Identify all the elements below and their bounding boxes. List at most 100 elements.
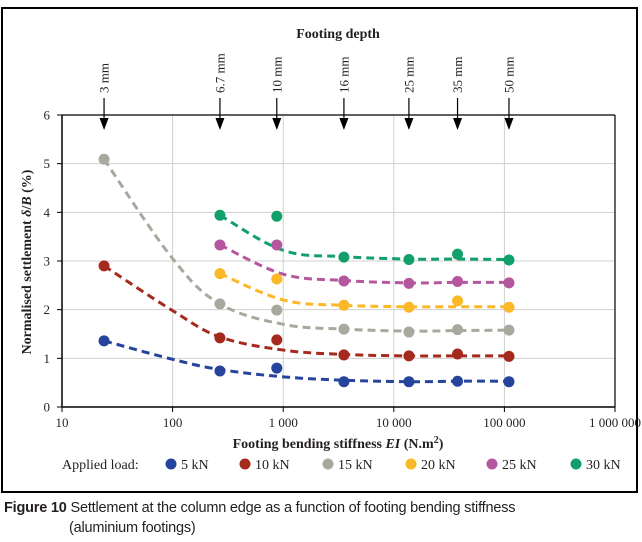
trend-line-15kn (102, 158, 509, 333)
data-point-15kn (271, 304, 283, 316)
caption-line-1: Settlement at the column edge as a funct… (66, 500, 516, 516)
data-point-10kn (503, 350, 515, 362)
data-point-30kn (214, 209, 226, 221)
legend-swatch-icon (322, 458, 334, 470)
data-point-30kn (338, 251, 350, 263)
data-point-25kn (452, 275, 464, 287)
data-points (98, 153, 515, 388)
data-point-10kn (98, 260, 110, 272)
legend-item: 10 kN (239, 458, 290, 473)
legend-swatch-icon (239, 458, 251, 470)
depth-arrow-head-icon (99, 118, 109, 130)
y-tick-label: 0 (44, 400, 51, 415)
data-point-5kn (452, 375, 464, 387)
depth-label: 25 mm (401, 57, 416, 93)
depth-label: 16 mm (336, 57, 351, 93)
data-point-15kn (98, 153, 110, 165)
trend-line-5kn (103, 339, 509, 384)
caption-line-2: (aluminium footings) (69, 520, 196, 536)
data-point-15kn (214, 298, 226, 310)
data-point-15kn (503, 324, 515, 336)
depth-arrow-head-icon (215, 118, 225, 130)
x-tick-label: 1 000 000 (589, 415, 641, 430)
trend-line-25kn (219, 243, 509, 285)
legend-item: 15 kN (322, 458, 373, 473)
figure-caption: Figure 10 Settlement at the column edge … (4, 498, 640, 538)
legend-label: 5 kN (181, 458, 209, 473)
legend-title: Applied load: (62, 458, 139, 473)
chart-title: Footing depth (296, 27, 380, 42)
data-point-5kn (271, 362, 283, 374)
data-point-5kn (503, 376, 515, 388)
data-point-10kn (452, 348, 464, 360)
data-point-25kn (403, 277, 415, 289)
data-point-20kn (271, 273, 283, 285)
depth-label: 10 mm (269, 57, 284, 93)
data-point-10kn (403, 350, 415, 362)
data-point-25kn (503, 277, 515, 289)
depth-arrow-head-icon (504, 118, 514, 130)
legend-swatch-icon (165, 458, 177, 470)
legend-swatch-icon (570, 458, 582, 470)
legend-label: 10 kN (255, 458, 290, 473)
data-point-5kn (338, 376, 350, 388)
depth-arrow-head-icon (339, 118, 349, 130)
depth-arrow-head-icon (272, 118, 282, 130)
data-point-15kn (403, 326, 415, 338)
data-point-30kn (452, 248, 464, 260)
y-tick-label: 5 (44, 156, 51, 171)
legend-item: 20 kN (405, 458, 456, 473)
trend-line-30kn (219, 213, 509, 262)
y-tick-label: 4 (44, 205, 51, 220)
y-tick-label: 2 (44, 302, 51, 317)
y-tick-label: 3 (44, 254, 51, 269)
x-axis-title: Footing bending stiffness EI (N.m2) (233, 435, 444, 453)
axes: 10 100 1 000 10 000 100 000 1 000 000 0 1 2 3 4 5 6 (44, 108, 642, 431)
depth-label: 3 mm (97, 63, 112, 93)
data-point-25kn (214, 239, 226, 251)
data-point-25kn (338, 275, 350, 287)
trend-line-10kn (103, 264, 509, 358)
legend-swatch-icon (486, 458, 498, 470)
data-point-5kn (98, 335, 110, 347)
data-point-25kn (271, 239, 283, 251)
y-tick-label: 1 (44, 351, 51, 366)
grid (62, 115, 615, 407)
data-point-20kn (338, 299, 350, 311)
data-point-30kn (271, 210, 283, 222)
data-point-10kn (214, 332, 226, 344)
data-point-20kn (452, 295, 464, 307)
y-axis-title: Normalised settlement δ/B (%) (20, 169, 35, 354)
figure-number: Figure 10 (4, 500, 67, 516)
x-tick-label: 10 000 (376, 415, 412, 430)
figure-frame (1, 7, 638, 493)
depth-label: 50 mm (501, 57, 516, 93)
legend: Applied load: 5 kN 10 kN 15 kN 20 kN 25 kN 30… (62, 458, 621, 473)
legend-item: 5 kN (165, 458, 209, 473)
data-point-15kn (452, 324, 464, 336)
x-tick-label: 100 000 (483, 415, 525, 430)
legend-item: 25 kN (486, 458, 537, 473)
depth-label: 35 mm (450, 57, 465, 93)
legend-swatch-icon (405, 458, 417, 470)
trend-line-20kn (219, 272, 509, 309)
legend-label: 20 kN (421, 458, 456, 473)
x-tick-label: 1 000 (269, 415, 298, 430)
data-point-30kn (403, 254, 415, 266)
data-point-10kn (338, 349, 350, 361)
x-tick-label: 10 (56, 415, 69, 430)
legend-label: 25 kN (502, 458, 537, 473)
depth-label: 6.7 mm (212, 53, 227, 93)
chart: 10 100 1 000 10 000 100 000 1 000 0000123456 … (20, 27, 642, 473)
data-point-20kn (403, 301, 415, 313)
data-point-30kn (503, 254, 515, 266)
depth-arrow-head-icon (404, 118, 414, 130)
data-point-5kn (403, 376, 415, 388)
legend-label: 15 kN (338, 458, 373, 473)
data-point-20kn (503, 301, 515, 313)
trend-lines (102, 158, 509, 384)
depth-arrow-head-icon (453, 118, 463, 130)
data-point-20kn (214, 268, 226, 280)
x-tick-label: 100 (163, 415, 183, 430)
data-point-15kn (338, 323, 350, 335)
